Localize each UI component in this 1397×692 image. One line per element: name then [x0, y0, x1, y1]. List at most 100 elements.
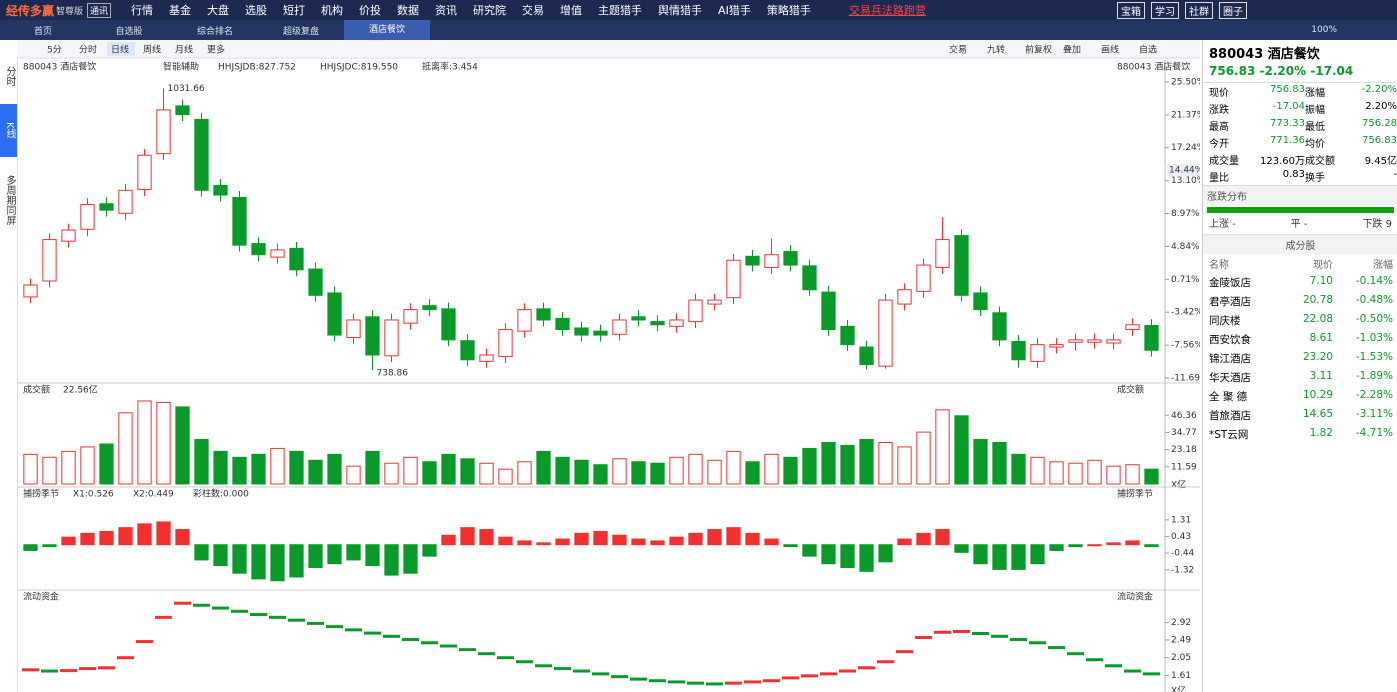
stock-price: 23.20: [1302, 351, 1333, 363]
tab[interactable]: 首页: [33, 26, 52, 37]
panel-title-right: 流动资金: [1117, 591, 1153, 603]
legend-item: 抵离率:3.454: [422, 61, 478, 73]
top-button[interactable]: 学习: [1151, 2, 1179, 19]
volume-bar: [897, 446, 912, 485]
side-tab[interactable]: 分时: [4, 66, 15, 86]
menu-item[interactable]: AI猎手: [718, 4, 751, 17]
low-label: 738.86: [377, 369, 409, 379]
constituent-row[interactable]: 同庆楼 22.08 -0.50%: [1203, 311, 1397, 330]
candle-body: [859, 346, 874, 366]
flow-step: [363, 631, 382, 635]
menu-item[interactable]: 舆情猎手: [658, 4, 703, 17]
volume-bar: [479, 462, 494, 485]
flow-step: [477, 652, 496, 656]
constituent-row[interactable]: 首旅酒店 14.65 -3.11%: [1203, 406, 1397, 425]
constituent-row[interactable]: 华天酒店 3.11 -1.89%: [1203, 368, 1397, 387]
flow-step: [762, 679, 781, 683]
menu-item[interactable]: 研究院: [473, 4, 507, 17]
top-button[interactable]: 社群: [1185, 2, 1213, 19]
constituent-row[interactable]: 君亭酒店 20.78 -0.48%: [1203, 292, 1397, 311]
side-tab[interactable]: K线: [0, 104, 17, 157]
quote-rows: 现价 756.83 涨幅 -2.20% 涨跌 -17.04 振幅 2.20% 最高 773.33 最…: [1203, 83, 1397, 185]
indicator-bar: [1030, 544, 1045, 565]
menu: 行情 基金 大盘 选股 短打 机构 价投 数据 资讯 研究院 交易 增值 主题猎手 舆情猎手 AI猎手 策略猎…: [123, 2, 819, 18]
tab[interactable]: 超级复盘: [282, 26, 319, 37]
legend-item: X1:0.526: [73, 490, 114, 500]
top-button[interactable]: 圈子: [1219, 2, 1247, 19]
flow-step: [59, 669, 78, 673]
zoom[interactable]: 100%: [1311, 25, 1337, 35]
flow-step: [420, 641, 439, 645]
menu-item[interactable]: 策略猎手: [766, 4, 811, 17]
panel-title: 880043 酒店餐饮: [23, 61, 96, 73]
flow-step: [1066, 652, 1085, 656]
tab[interactable]: 自选股: [115, 26, 143, 37]
menu-item[interactable]: 行情: [131, 4, 154, 17]
quote-label: 振幅: [1305, 105, 1325, 116]
menu-item[interactable]: 数据: [397, 4, 420, 17]
constituent-row[interactable]: *ST云网 1.82 -4.71%: [1203, 425, 1397, 444]
constituent-row[interactable]: 金陵饭店 7.10 -0.14%: [1203, 273, 1397, 292]
badge[interactable]: 通讯: [87, 2, 112, 18]
flow-step: [268, 615, 287, 619]
menu-item[interactable]: 主题猎手: [598, 4, 643, 17]
legend-item: X2:0.449: [133, 490, 174, 500]
menu-item[interactable]: 资讯: [435, 4, 458, 17]
side-tab[interactable]: 多周期同屏: [4, 174, 15, 225]
flow-step: [515, 660, 534, 664]
quote-value: -17.04: [1272, 101, 1305, 112]
candle-body: [232, 196, 247, 246]
constituent-row[interactable]: 锦江酒店 23.20 -1.53%: [1203, 349, 1397, 368]
distribution-item: 上涨 -: [1209, 215, 1236, 230]
volume-bar: [1144, 468, 1159, 485]
candle-body: [346, 319, 361, 338]
volume-bar: [783, 456, 798, 485]
period-button[interactable]: 日线: [111, 44, 129, 56]
menu-item[interactable]: 机构: [321, 4, 344, 17]
indicator-bar: [1049, 544, 1064, 551]
constituent-row[interactable]: 西安饮食 8.61 -1.03%: [1203, 330, 1397, 349]
assist[interactable]: 智能辅助: [163, 61, 199, 73]
stock-name: *ST云网: [1209, 429, 1249, 441]
period-button[interactable]: 周线: [143, 44, 161, 56]
tab[interactable]: 酒店餐饮: [344, 20, 430, 40]
flow-step: [724, 681, 743, 685]
flow-step: [78, 667, 97, 671]
promo-link[interactable]: 交易兵法路跑营: [848, 4, 926, 17]
tool-button[interactable]: 交易: [949, 44, 967, 56]
menu-item[interactable]: 选股: [245, 4, 268, 17]
tab[interactable]: 综合排名: [196, 26, 233, 37]
candle-body: [783, 251, 798, 266]
period-button[interactable]: 更多: [207, 44, 225, 56]
menu-item[interactable]: 大盘: [207, 4, 230, 17]
candle-body: [555, 317, 570, 331]
tool-button[interactable]: 叠加: [1063, 45, 1081, 56]
menu-item[interactable]: 增值: [560, 4, 583, 17]
period-button[interactable]: 5分: [47, 45, 62, 56]
top-button[interactable]: 宝箱: [1117, 2, 1145, 19]
flow-step: [1104, 664, 1123, 668]
volume-bar: [80, 446, 95, 485]
menu-item[interactable]: 基金: [169, 4, 192, 17]
tool-button[interactable]: 前复权: [1025, 44, 1052, 56]
volume-bar: [118, 412, 133, 485]
constituent-row[interactable]: 全 聚 德 10.29 -2.28%: [1203, 387, 1397, 406]
indicator-bar: [118, 527, 133, 546]
flow-step: [933, 630, 952, 634]
tool-button[interactable]: 九转: [987, 44, 1005, 56]
period-button[interactable]: 分时: [79, 44, 97, 56]
menu-item[interactable]: 交易: [522, 4, 545, 17]
quote-code: 880043 酒店餐饮: [1209, 47, 1320, 62]
flow-step: [344, 628, 363, 632]
flow-step: [211, 606, 230, 610]
period-button[interactable]: 月线: [175, 44, 193, 56]
tool-button[interactable]: 画线: [1101, 44, 1119, 56]
flow-step: [781, 676, 800, 680]
indicator-bar: [175, 529, 190, 546]
quote-price-line: 756.83 -2.20% -17.04: [1203, 62, 1397, 83]
flow-step: [458, 648, 477, 652]
tool-button[interactable]: 自选: [1139, 44, 1157, 56]
menu-item[interactable]: 价投: [359, 4, 382, 17]
current-box: [1167, 164, 1200, 177]
menu-item[interactable]: 短打: [283, 4, 306, 17]
